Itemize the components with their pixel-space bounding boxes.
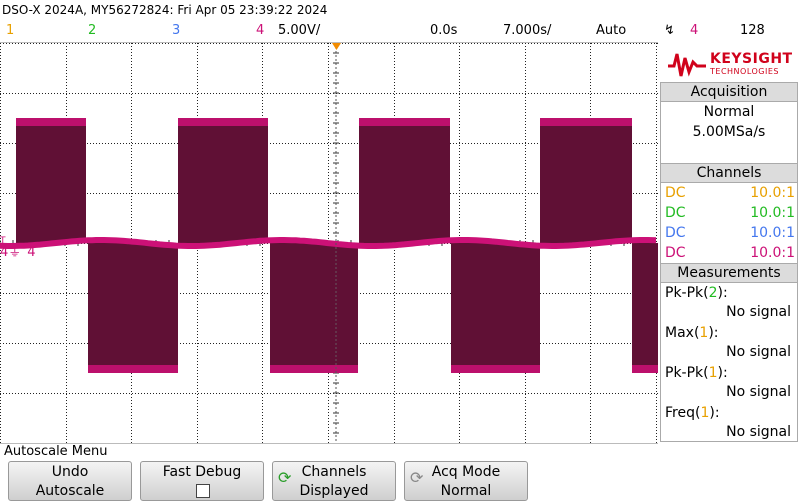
measurement-label[interactable]: Freq(1): [665, 405, 720, 421]
rotate-knob-icon: ⟳ [278, 468, 292, 487]
keysight-logo: KEYSIGHT TECHNOLOGIES [660, 42, 798, 84]
probe-ratio: 10.0:1 [750, 205, 795, 221]
acquisition-header[interactable]: Acquisition [660, 82, 798, 102]
measurement-value: No signal [726, 384, 791, 400]
trigger-level[interactable]: 128 [740, 23, 765, 38]
waveform-envelope-edge [178, 118, 268, 126]
channel-coupling: DC [665, 225, 686, 241]
measurements-panel: Pk-Pk(2): No signal Max(1): No signal Pk-Pk(… [660, 283, 798, 442]
channel-4-row[interactable]: DC 10.0:1 [665, 244, 795, 263]
waveform-graticule [0, 43, 658, 443]
softkey-menu-title: Autoscale Menu [4, 444, 108, 459]
horizontal-delay[interactable]: 0.0s [430, 23, 458, 38]
channel-coupling: DC [665, 185, 686, 201]
probe-ratio: 10.0:1 [750, 225, 795, 241]
status-bar: 1 2 3 4 5.00V/ 0.0s 7.000s/ Auto ↯ 4 128 [0, 20, 800, 42]
trigger-mode[interactable]: Auto [596, 23, 627, 38]
side-panel: KEYSIGHT TECHNOLOGIES Acquisition Normal… [660, 42, 798, 442]
fast-debug-button[interactable]: Fast Debug [140, 461, 264, 501]
trigger-position-marker[interactable] [332, 43, 341, 50]
measurement-label[interactable]: Pk-Pk(2): [665, 285, 728, 301]
waveform-envelope-edge [270, 365, 358, 373]
measurement-value: No signal [726, 304, 791, 320]
acquisition-panel: Normal 5.00MSa/s [660, 102, 798, 164]
measurements-header[interactable]: Measurements [660, 263, 798, 283]
brand-sub: TECHNOLOGIES [710, 67, 779, 76]
waveform-envelope-edge [632, 365, 658, 373]
acq-mode-button[interactable]: ⟳ Acq Mode Normal [404, 461, 528, 501]
channel-coupling: DC [665, 245, 686, 261]
channel-3-row[interactable]: DC 10.0:1 [665, 224, 795, 243]
waveform-envelope-edge [88, 365, 178, 373]
channels-displayed-button[interactable]: ⟳ Channels Displayed [272, 461, 396, 501]
time-per-div[interactable]: 7.000s/ [503, 23, 552, 38]
brand-name: KEYSIGHT [710, 51, 793, 67]
undo-autoscale-button[interactable]: Undo Autoscale [8, 461, 132, 501]
volts-per-div[interactable]: 5.00V/ [278, 23, 321, 38]
sample-rate: 5.00MSa/s [692, 124, 766, 140]
channel-2-indicator[interactable]: 2 [88, 23, 97, 38]
trigger-edge-icon: ↯ [664, 23, 675, 38]
fast-debug-checkbox[interactable] [196, 484, 210, 498]
waveform-burst [540, 118, 632, 243]
probe-ratio: 10.0:1 [750, 245, 795, 261]
window-title: DSO-X 2024A, MY56272824: Fri Apr 05 23:3… [2, 3, 328, 17]
waveform-envelope-edge [451, 365, 540, 373]
waveform-envelope-edge [16, 118, 86, 126]
channel-3-indicator[interactable]: 3 [172, 23, 181, 38]
channel-2-row[interactable]: DC 10.0:1 [665, 204, 795, 223]
waveform-envelope-edge [359, 118, 450, 126]
keysight-wave-icon [668, 53, 706, 77]
waveform-burst [88, 243, 178, 373]
channel-1-row[interactable]: DC 10.0:1 [665, 184, 795, 203]
channel-4-indicator[interactable]: 4 [256, 23, 265, 38]
channel-4-ground-marker: 4 [27, 245, 36, 260]
waveform-envelope-edge [540, 118, 632, 126]
channel-coupling: DC [665, 205, 686, 221]
waveform-burst [451, 243, 540, 373]
waveform-display[interactable]: T 4⏚ 4 [0, 42, 658, 444]
channel-4-ground-icon[interactable]: T 4⏚ 4 [0, 236, 36, 260]
measurement-value: No signal [726, 344, 791, 360]
channel-1-indicator[interactable]: 1 [6, 23, 15, 38]
measurement-label[interactable]: Max(1): [665, 325, 719, 341]
waveform-burst [270, 243, 358, 373]
waveform-burst [632, 243, 658, 373]
measurement-value: No signal [726, 424, 791, 440]
acquisition-mode: Normal [703, 104, 755, 120]
waveform-baseline [0, 237, 657, 249]
probe-ratio: 10.0:1 [750, 185, 795, 201]
channels-header[interactable]: Channels [660, 163, 798, 183]
rotate-knob-icon: ⟳ [410, 468, 424, 487]
waveform-burst [16, 118, 86, 243]
measurement-label[interactable]: Pk-Pk(1): [665, 365, 728, 381]
channels-panel: DC 10.0:1 DC 10.0:1 DC 10.0:1 DC 10.0:1 [660, 183, 798, 263]
trigger-source[interactable]: 4 [690, 23, 699, 38]
waveform-burst [359, 118, 450, 243]
waveform-burst [178, 118, 268, 243]
